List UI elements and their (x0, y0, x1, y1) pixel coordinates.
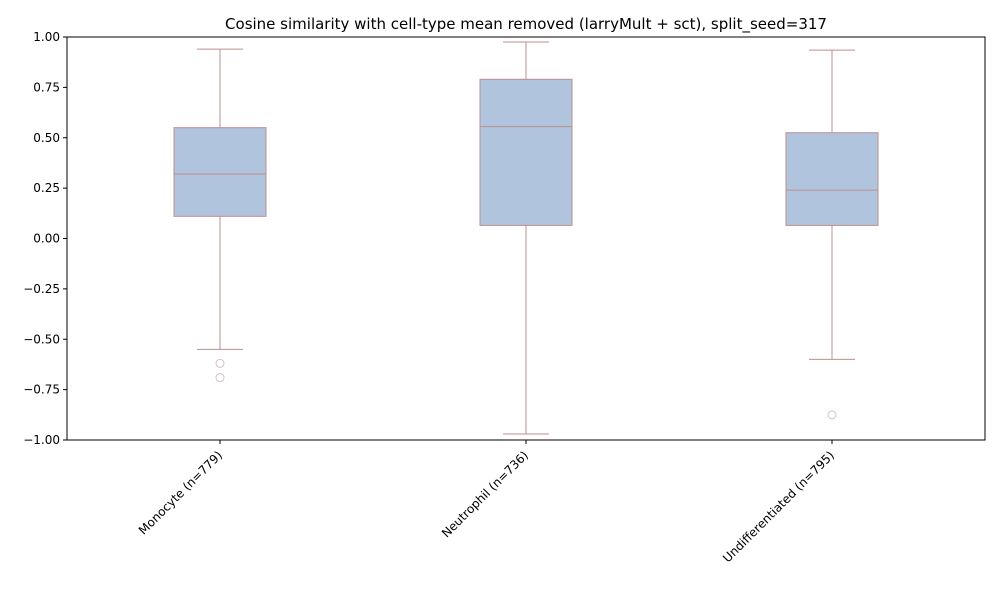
chart-title: Cosine similarity with cell-type mean re… (225, 15, 827, 34)
y-tick-label: −0.25 (23, 282, 60, 296)
x-tick-label: Neutrophil (n=736) (439, 448, 531, 540)
x-tick-label: Undifferentiated (n=795) (720, 448, 837, 565)
plot-area (173, 41, 879, 435)
y-tick-label: −0.50 (23, 332, 60, 346)
y-tick-label: 0.00 (33, 232, 60, 246)
box-iqr (785, 132, 879, 226)
box-plot-2 (785, 49, 879, 420)
y-axis: 1.00 0.75 0.50 0.25 0.00 −0.25 −0.50 −0.75 −1.00 (23, 30, 67, 447)
outlier-point (215, 373, 225, 383)
box-iqr (173, 127, 267, 217)
x-tick-label: Monocyte (n=779) (136, 448, 225, 537)
box-plot-0 (173, 48, 267, 383)
y-tick-label: 0.75 (33, 80, 60, 94)
y-tick-label: 1.00 (33, 30, 60, 44)
outlier-point (215, 358, 225, 368)
y-tick-label: −0.75 (23, 383, 60, 397)
outlier-point (827, 410, 837, 420)
y-tick-label: −1.00 (23, 433, 60, 447)
y-tick-label: 0.50 (33, 131, 60, 145)
box-iqr (479, 78, 573, 226)
box-plot-1 (479, 41, 573, 435)
x-axis: Monocyte (n=779) Neutrophil (n=736) Undiff… (136, 440, 837, 565)
y-tick-label: 0.25 (33, 181, 60, 195)
